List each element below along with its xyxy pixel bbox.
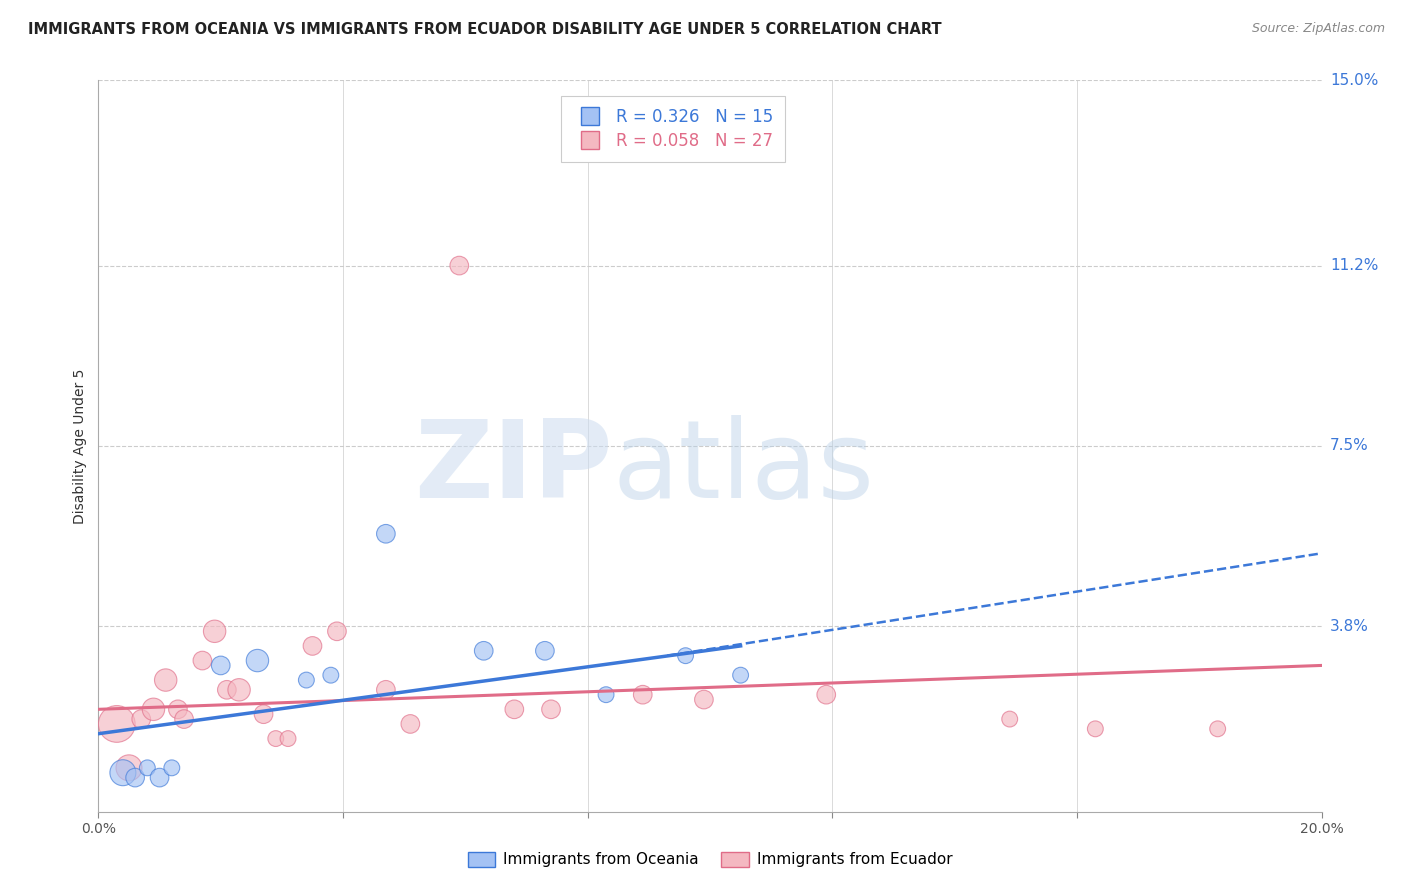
Point bbox=[160, 761, 183, 775]
Point bbox=[693, 692, 716, 706]
Point bbox=[215, 682, 238, 697]
Point bbox=[209, 658, 232, 673]
Point bbox=[124, 771, 146, 785]
Point bbox=[204, 624, 226, 639]
Point bbox=[149, 771, 172, 785]
Point bbox=[631, 688, 654, 702]
Point bbox=[730, 668, 752, 682]
Point bbox=[277, 731, 299, 746]
Point bbox=[595, 688, 617, 702]
Point bbox=[998, 712, 1021, 726]
Text: atlas: atlas bbox=[612, 415, 875, 521]
Point bbox=[1084, 722, 1107, 736]
Point bbox=[1206, 722, 1229, 736]
Point bbox=[449, 259, 471, 273]
Point bbox=[105, 717, 128, 731]
Text: Source: ZipAtlas.com: Source: ZipAtlas.com bbox=[1251, 22, 1385, 36]
Point bbox=[319, 668, 342, 682]
Point bbox=[118, 761, 141, 775]
Point bbox=[472, 644, 495, 658]
Text: 11.2%: 11.2% bbox=[1330, 258, 1378, 273]
Point bbox=[264, 731, 287, 746]
Point bbox=[815, 688, 838, 702]
Point bbox=[173, 712, 195, 726]
Point bbox=[155, 673, 177, 687]
Point bbox=[301, 639, 323, 653]
Text: ZIP: ZIP bbox=[413, 415, 612, 521]
Point bbox=[142, 702, 165, 716]
Y-axis label: Disability Age Under 5: Disability Age Under 5 bbox=[73, 368, 87, 524]
Point bbox=[503, 702, 526, 716]
Text: IMMIGRANTS FROM OCEANIA VS IMMIGRANTS FROM ECUADOR DISABILITY AGE UNDER 5 CORREL: IMMIGRANTS FROM OCEANIA VS IMMIGRANTS FR… bbox=[28, 22, 942, 37]
Point bbox=[167, 702, 190, 716]
Point bbox=[191, 654, 214, 668]
Point bbox=[326, 624, 349, 639]
Text: 15.0%: 15.0% bbox=[1330, 73, 1378, 87]
Point bbox=[374, 682, 396, 697]
Point bbox=[246, 654, 269, 668]
Text: 7.5%: 7.5% bbox=[1330, 439, 1368, 453]
Point bbox=[540, 702, 562, 716]
Point bbox=[136, 761, 159, 775]
Point bbox=[374, 526, 396, 541]
Point bbox=[534, 644, 557, 658]
Point bbox=[111, 765, 134, 780]
Point bbox=[129, 712, 152, 726]
Text: 3.8%: 3.8% bbox=[1330, 619, 1369, 634]
Point bbox=[252, 707, 274, 722]
Legend: Immigrants from Oceania, Immigrants from Ecuador: Immigrants from Oceania, Immigrants from… bbox=[461, 846, 959, 873]
Point bbox=[399, 717, 422, 731]
Point bbox=[295, 673, 318, 687]
Point bbox=[675, 648, 697, 663]
Point bbox=[228, 682, 250, 697]
